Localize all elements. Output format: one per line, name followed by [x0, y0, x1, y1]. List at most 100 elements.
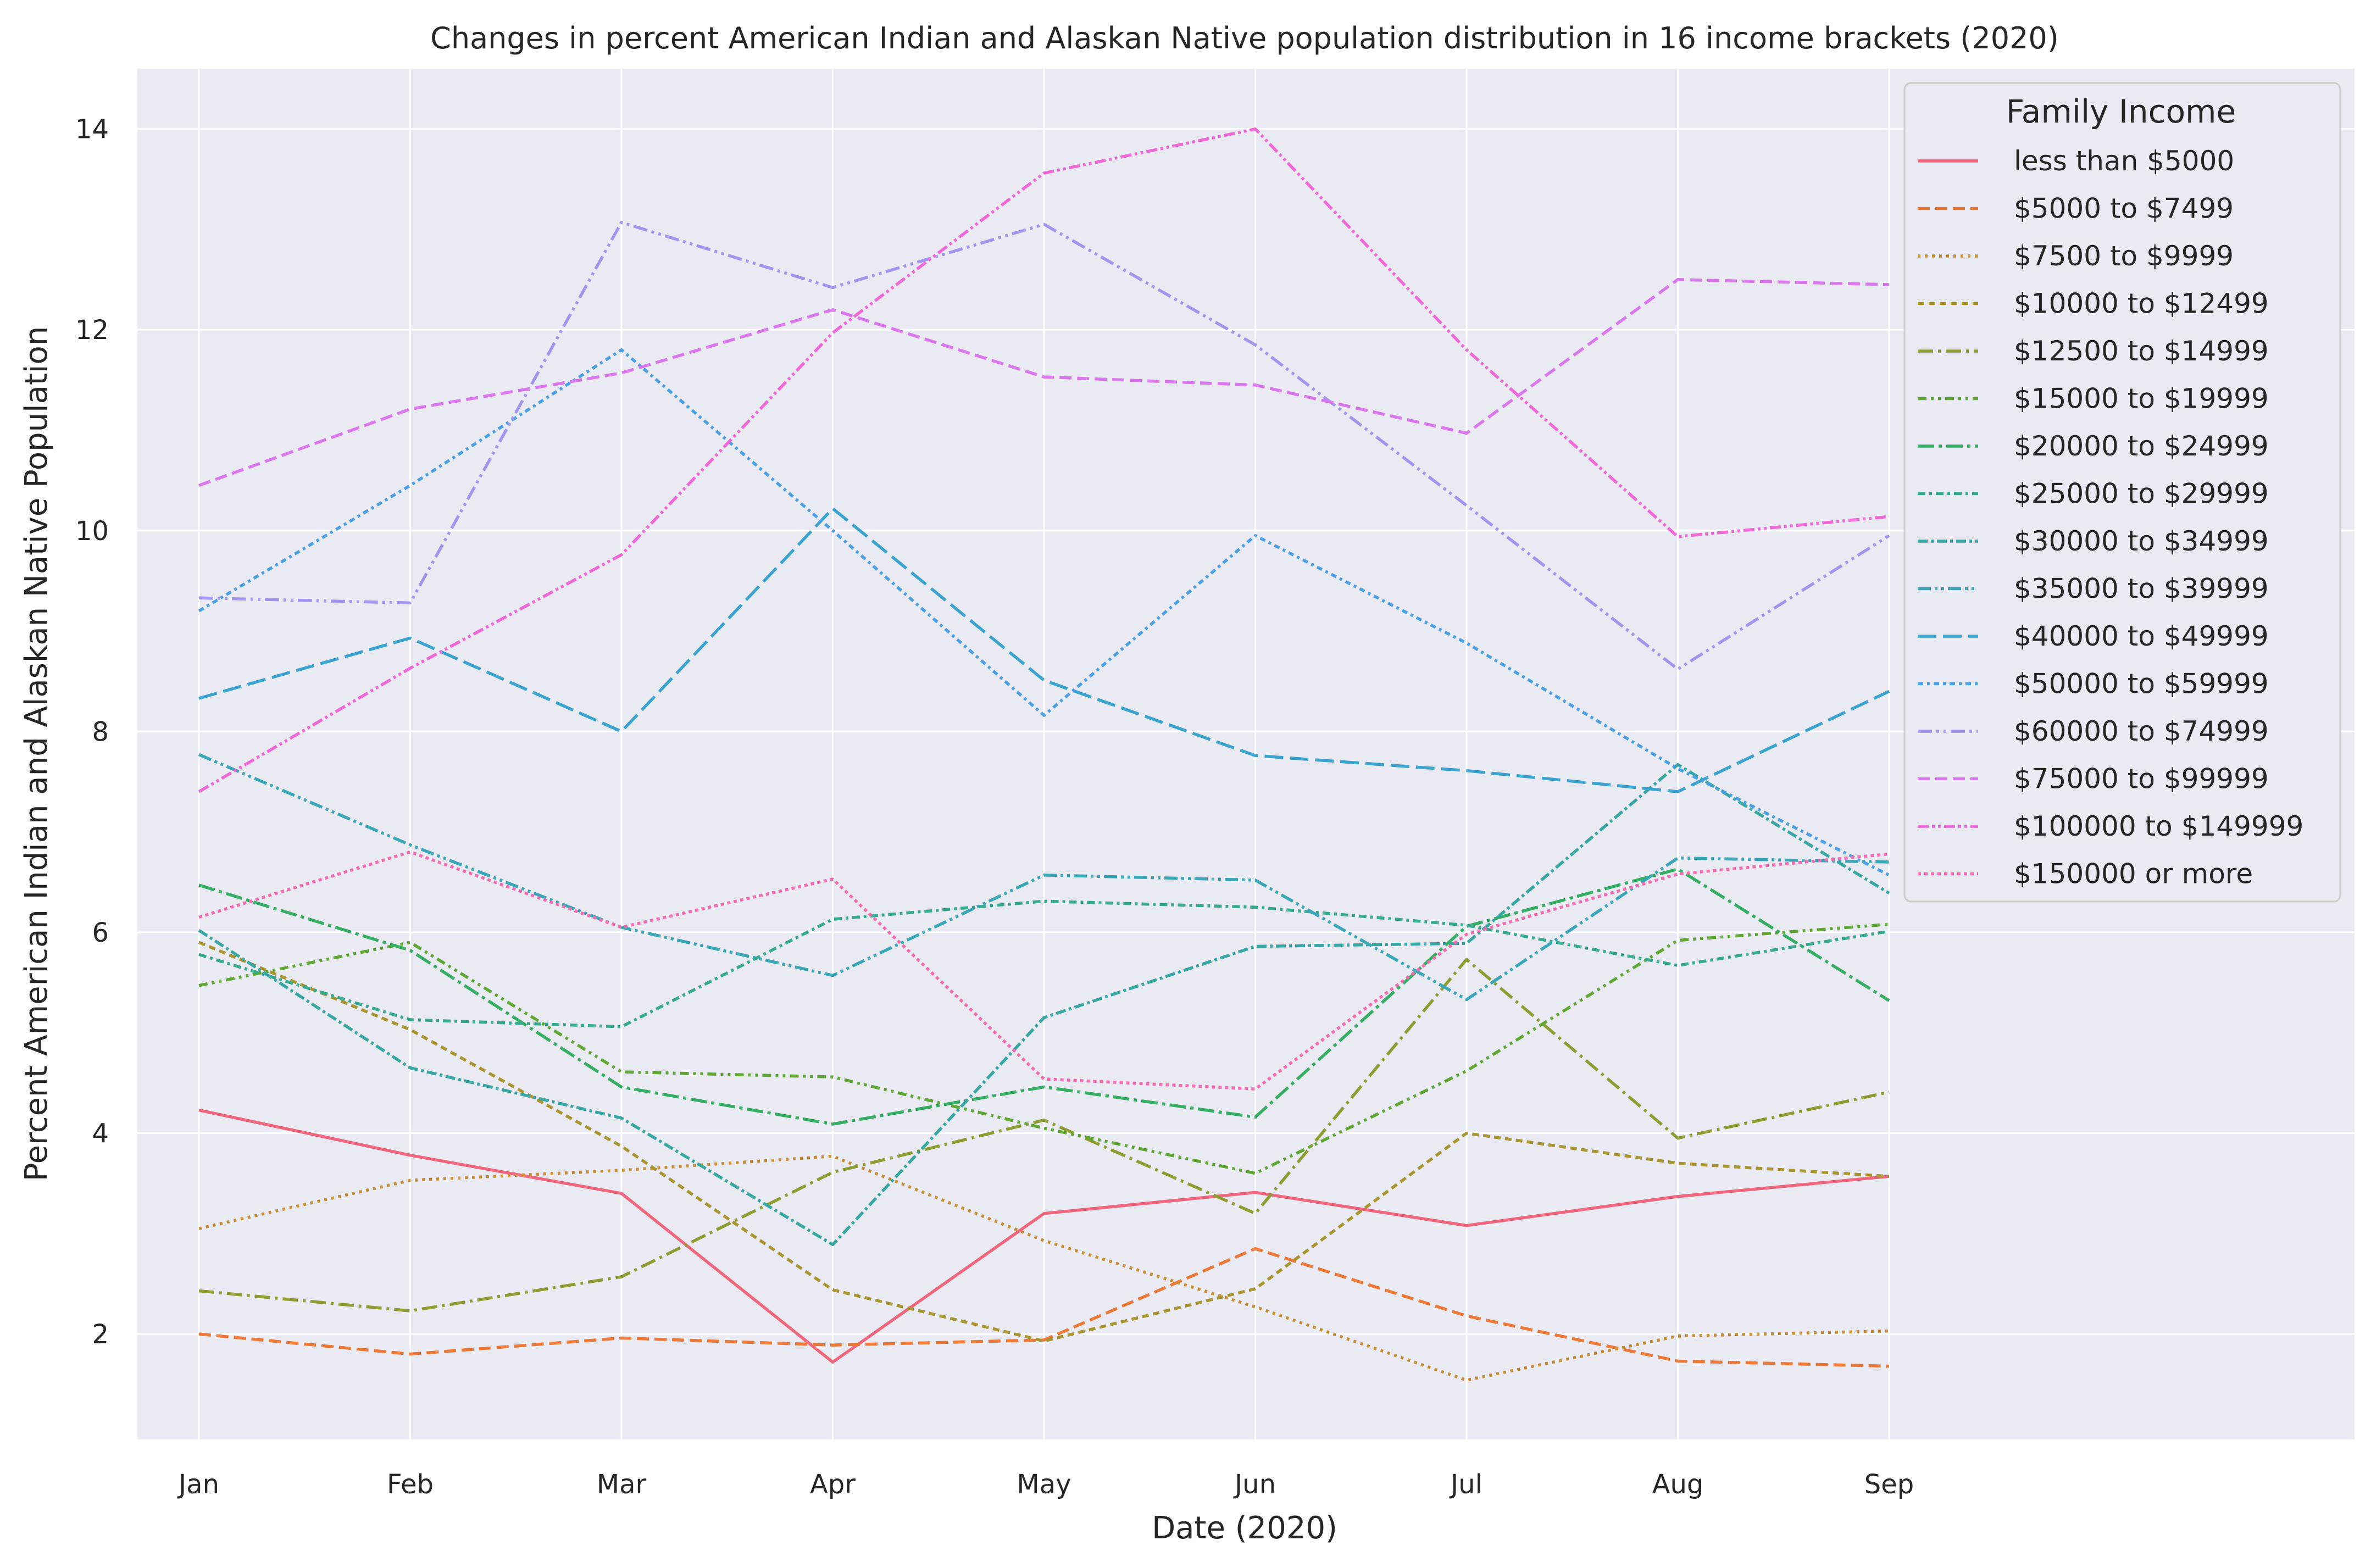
y-tick-label: 14 [75, 114, 109, 145]
data-point [1044, 1017, 1045, 1018]
series-line [198, 220, 1890, 671]
legend-item: $25000 to $29999 [1918, 478, 2269, 510]
x-tick-label: May [1017, 1469, 1071, 1500]
series-line [198, 899, 1890, 1028]
chart-title: Changes in percent American Indian and A… [430, 21, 2059, 55]
data-point [1044, 224, 1045, 225]
data-point [1889, 1176, 1890, 1177]
y-tick-label: 2 [92, 1319, 109, 1350]
data-point [1044, 173, 1045, 174]
data-point [1255, 1213, 1256, 1214]
legend-item: $5000 to $7499 [1918, 193, 2234, 225]
legend-item: $100000 to $149999 [1918, 810, 2303, 842]
series-line [198, 278, 1890, 487]
legend: Family Income less than $5000 $5000 to $7… [1903, 82, 2341, 903]
series-4 [198, 958, 1890, 1313]
data-point [832, 309, 833, 310]
legend-item: $150000 or more [1918, 858, 2253, 890]
data-point [1255, 1173, 1256, 1174]
data-point [1255, 1288, 1256, 1289]
series-line [198, 941, 1890, 1343]
data-point [621, 554, 622, 555]
y-tick-label: 4 [92, 1119, 109, 1149]
data-point [1889, 924, 1890, 925]
data-point [1255, 535, 1256, 536]
data-point [621, 1146, 622, 1147]
series-14 [198, 127, 1890, 793]
legend-label: $60000 to $74999 [2014, 715, 2269, 747]
y-tick-label: 6 [92, 918, 109, 948]
data-point [621, 731, 622, 732]
data-point [621, 349, 622, 350]
legend-label: $50000 to $59999 [2014, 668, 2269, 700]
series-6 [198, 868, 1890, 1126]
series-12 [198, 220, 1890, 671]
x-tick-label: Jul [1449, 1469, 1482, 1500]
legend-title: Family Income [2006, 93, 2236, 130]
data-point [832, 879, 833, 880]
legend-label: $7500 to $9999 [2014, 240, 2234, 272]
x-tick-label: Apr [810, 1469, 856, 1500]
series-1 [198, 1247, 1890, 1368]
series-line [198, 753, 1890, 1002]
series-line [198, 1154, 1890, 1382]
series-13 [198, 278, 1890, 487]
data-point [832, 1124, 833, 1125]
data-point [832, 1362, 833, 1363]
legend-box [1903, 82, 2341, 903]
x-gridlines [198, 69, 1890, 1439]
legend-label: $25000 to $29999 [2014, 478, 2269, 510]
y-tick-label: 10 [75, 516, 109, 547]
legend-item: $20000 to $24999 [1918, 430, 2269, 462]
legend-item: $75000 to $99999 [1918, 763, 2269, 795]
y-axis-label: Percent American Indian and Alaskan Nati… [19, 326, 54, 1181]
legend-label: $20000 to $24999 [2014, 430, 2269, 462]
series-8 [198, 763, 1890, 1247]
data-point [1889, 691, 1890, 692]
legend-item: $15000 to $19999 [1918, 383, 2269, 415]
series-3 [198, 941, 1890, 1343]
legend-items: less than $5000 $5000 to $7499 $7500 to $9… [1918, 145, 2303, 890]
data-point [1255, 1248, 1256, 1249]
legend-item: less than $5000 [1918, 145, 2234, 177]
x-tick-labels: Jan Feb Mar Apr May Jun Jul Aug Sep [177, 1469, 1914, 1500]
legend-label: $100000 to $149999 [2014, 810, 2303, 842]
data-point [621, 1170, 622, 1171]
data-point [832, 530, 833, 531]
series-line [198, 1247, 1890, 1368]
series-line [198, 763, 1890, 1247]
data-point [1889, 516, 1890, 517]
x-axis-label: Date (2020) [1152, 1510, 1337, 1546]
legend-item: $7500 to $9999 [1918, 240, 2234, 272]
legend-label: $40000 to $49999 [2014, 620, 2269, 652]
data-point [621, 1193, 622, 1194]
data-point [1255, 1306, 1256, 1307]
series-line [198, 348, 1890, 877]
data-point [832, 508, 833, 509]
data-point [1255, 1192, 1256, 1193]
data-point [1889, 931, 1890, 932]
data-point [832, 287, 833, 288]
legend-item: $30000 to $34999 [1918, 525, 2269, 557]
x-tick-label: Sep [1864, 1469, 1914, 1500]
legend-label: $10000 to $12499 [2014, 288, 2269, 320]
x-tick-label: Feb [387, 1469, 434, 1500]
legend-item: $35000 to $39999 [1918, 573, 2269, 605]
data-point [621, 1118, 622, 1119]
data-point [1255, 946, 1256, 947]
data-point [1044, 901, 1045, 902]
series-line [198, 507, 1890, 793]
data-point [1044, 1078, 1045, 1079]
legend-label: $75000 to $99999 [2014, 763, 2269, 795]
legend-item: $60000 to $74999 [1918, 715, 2269, 747]
legend-item: $12500 to $14999 [1918, 335, 2269, 367]
data-point [621, 1276, 622, 1277]
series-line [198, 127, 1890, 793]
y-tick-label: 8 [92, 716, 109, 747]
data-point [1889, 861, 1890, 862]
series-10 [198, 507, 1890, 793]
x-tick-label: Jun [1233, 1469, 1276, 1500]
data-point [1044, 1213, 1045, 1214]
legend-label: $5000 to $7499 [2014, 193, 2234, 225]
